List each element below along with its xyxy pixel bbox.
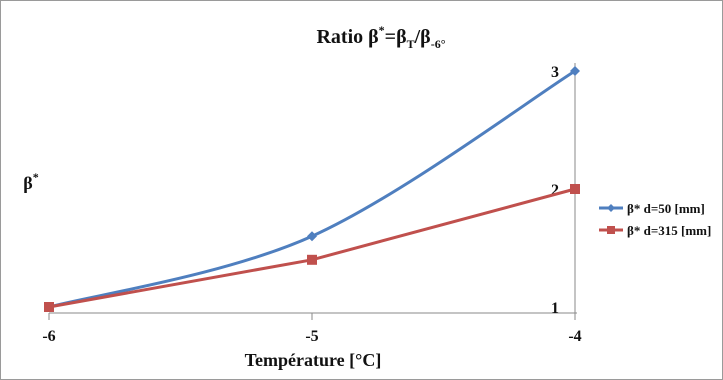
y-ticks: 1 2 3 [551,64,559,317]
y-tick-label: 1 [551,300,559,317]
x-tick-label: -5 [305,328,318,345]
legend-marker-diamond [607,204,615,212]
data-point-diamond [570,66,580,76]
legend-label: β* d=315 [mm] [627,223,711,238]
data-point-square [570,184,580,194]
x-tick-label: -4 [568,328,581,345]
series-layer [44,66,580,312]
x-tick-label: -6 [42,328,55,345]
data-point-square [44,302,54,312]
data-point-square [307,254,317,265]
x-axis-label: Température [°C] [245,350,382,370]
y-tick-label: 3 [551,64,559,81]
y-tick-label: 2 [551,182,559,199]
legend-marker-square [607,226,615,234]
y-axis-label: β* [23,170,38,193]
data-point-diamond [307,231,317,242]
x-ticks: -6 -5 -4 [42,313,582,345]
legend: β* d=50 [mm] β* d=315 [mm] [599,201,711,238]
series-line-1 [48,69,576,309]
chart-title: Ratio β*=βT/β-6° [316,23,445,51]
legend-label: β* d=50 [mm] [627,201,705,216]
